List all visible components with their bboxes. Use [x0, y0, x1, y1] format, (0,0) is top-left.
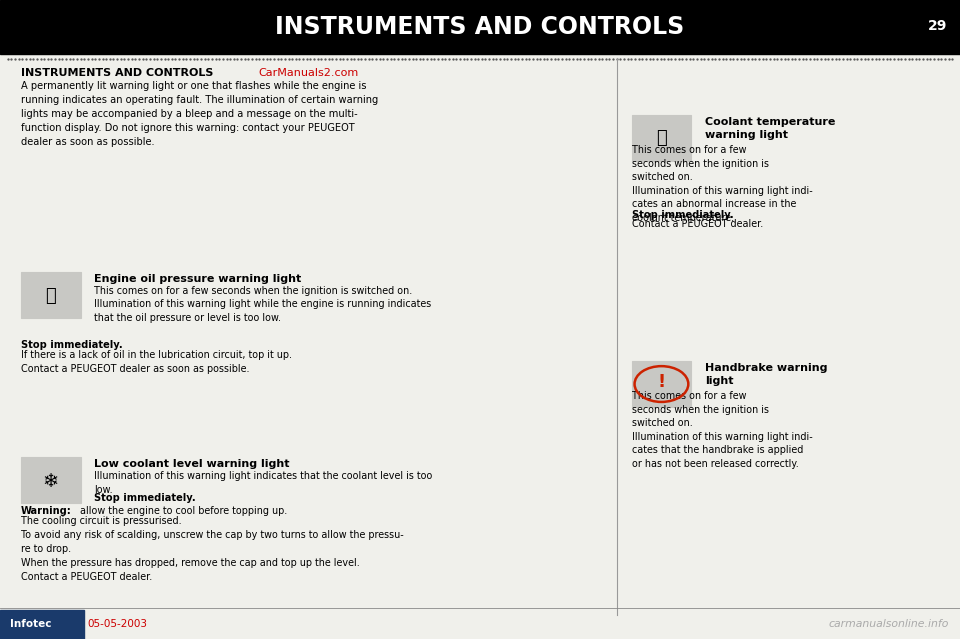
- Text: INSTRUMENTS AND CONTROLS: INSTRUMENTS AND CONTROLS: [276, 15, 684, 39]
- Text: If there is a lack of oil in the lubrication circuit, top it up.
Contact a PEUGE: If there is a lack of oil in the lubrica…: [21, 350, 292, 374]
- Text: A permanently lit warning light or one that flashes while the engine is
running : A permanently lit warning light or one t…: [21, 81, 378, 147]
- Text: Stop immediately.: Stop immediately.: [21, 340, 123, 350]
- Text: Infotec: Infotec: [10, 619, 51, 629]
- Text: INSTRUMENTS AND CONTROLS: INSTRUMENTS AND CONTROLS: [21, 68, 213, 79]
- Bar: [0, 0, 960, 54]
- Bar: [632, 115, 691, 161]
- Text: !: !: [658, 373, 665, 391]
- Text: Engine oil pressure warning light: Engine oil pressure warning light: [94, 274, 301, 284]
- Text: This comes on for a few
seconds when the ignition is
switched on.
Illumination o: This comes on for a few seconds when the…: [632, 391, 812, 469]
- Text: Handbrake warning
light: Handbrake warning light: [705, 363, 828, 386]
- Text: The cooling circuit is pressurised.
To avoid any risk of scalding, unscrew the c: The cooling circuit is pressurised. To a…: [21, 516, 404, 582]
- Text: carmanualsonline.info: carmanualsonline.info: [828, 619, 948, 629]
- Bar: [0, 610, 84, 639]
- Bar: [632, 361, 691, 407]
- Text: Stop immediately.: Stop immediately.: [632, 210, 733, 220]
- Text: 🔧: 🔧: [45, 288, 57, 305]
- Text: 29: 29: [928, 19, 948, 33]
- Text: Coolant temperature
warning light: Coolant temperature warning light: [705, 117, 835, 140]
- Bar: [21, 457, 81, 503]
- Text: CarManuals2.com: CarManuals2.com: [258, 68, 358, 79]
- Text: 🌡: 🌡: [656, 129, 667, 147]
- Text: Warning:: Warning:: [21, 506, 72, 516]
- Bar: [21, 272, 81, 318]
- Text: ❄: ❄: [42, 472, 60, 491]
- Text: 05-05-2003: 05-05-2003: [87, 619, 148, 629]
- Text: Illumination of this warning light indicates that the coolant level is too
low.: Illumination of this warning light indic…: [94, 471, 432, 495]
- Text: Contact a PEUGEOT dealer.: Contact a PEUGEOT dealer.: [632, 219, 763, 229]
- Text: Stop immediately.: Stop immediately.: [94, 493, 196, 503]
- Text: Low coolant level warning light: Low coolant level warning light: [94, 459, 290, 470]
- Text: allow the engine to cool before topping up.: allow the engine to cool before topping …: [80, 506, 287, 516]
- Text: This comes on for a few
seconds when the ignition is
switched on.
Illumination o: This comes on for a few seconds when the…: [632, 145, 812, 223]
- Text: This comes on for a few seconds when the ignition is switched on.
Illumination o: This comes on for a few seconds when the…: [94, 286, 431, 323]
